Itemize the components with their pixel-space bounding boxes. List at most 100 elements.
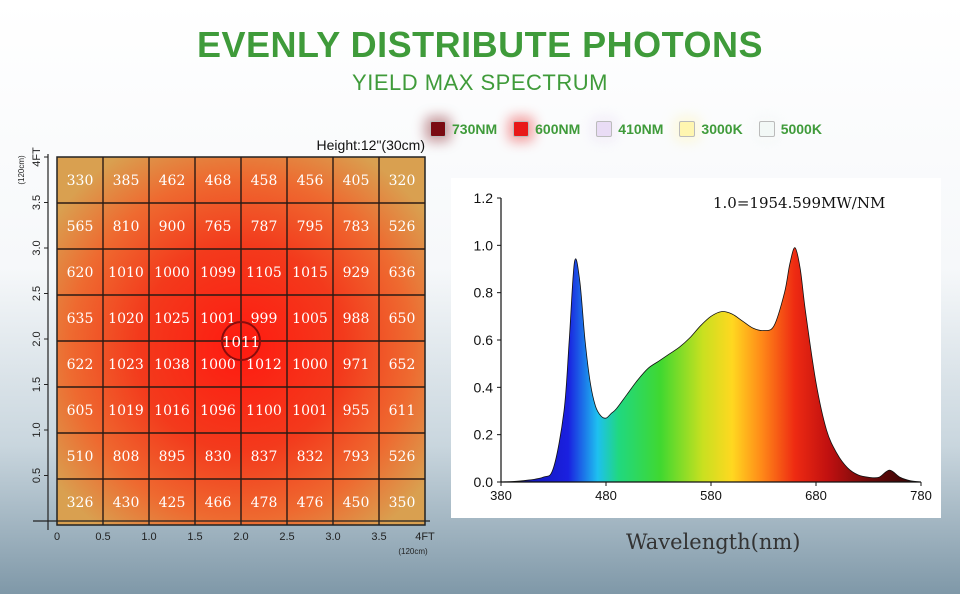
heatmap-cell-value: 793 [343,449,370,465]
spectrum-y-tick-label: 0.8 [474,285,494,301]
heatmap-y-tick-label: 4FT [31,147,43,167]
heatmap-cells: 330 385 462 468 458 456 405 320 565 810 900 765 787 7… [67,173,416,511]
heatmap-cell-value: 1105 [246,265,282,281]
heatmap-x-tick-label: 2.5 [279,531,294,543]
spectrum-y-tick-label: 0.6 [474,332,494,348]
heatmap-y-tick-label: 2.5 [31,286,43,301]
legend-label-410nm: 410NM [618,121,664,137]
spectrum-x-tick-label: 380 [490,488,512,503]
center-marker [221,321,261,361]
center-value: 1011 [222,333,260,351]
heatmap-cell-value: 458 [251,173,278,189]
heatmap-cell-value: 565 [67,219,94,235]
heatmap-y-tick-label: 3.0 [31,240,43,255]
legend-swatch-410nm [596,121,613,137]
heatmap-cell-value: 425 [159,495,186,511]
spectrum-y-tick-label: 1.0 [474,237,494,253]
heatmap-cell-value: 385 [113,173,140,189]
heatmap-gridlines [57,157,425,525]
heatmap-y-tick-label: 1.5 [31,377,43,392]
heatmap-cell-value: 622 [67,357,94,373]
legend-item-5000k: 5000K [758,121,822,137]
heatmap-cell-value: 795 [297,219,324,235]
heatmap-cell-value: 999 [251,311,278,327]
spectrum-panel: 1.0=1954.599MW/NM 380 480 580 680 780 0.0 0.2… [451,178,941,518]
heatmap-cell-value: 526 [389,449,416,465]
heatmap-cell-value: 330 [67,173,94,189]
heatmap-cell-value: 405 [343,173,370,189]
heatmap-cell-value: 636 [389,265,416,281]
heatmap-cell-value: 1099 [200,265,236,281]
legend-swatch-600nm [513,121,530,137]
spectrum-annotation: 1.0=1954.599MW/NM [713,194,885,212]
heatmap-cell-value: 830 [205,449,232,465]
heatmap-cell-value: 783 [343,219,370,235]
heatmap-cell-value: 1001 [292,403,328,419]
heatmap-cell-value: 456 [297,173,324,189]
heatmap-y-tick-label: 1.0 [31,422,43,437]
heatmap-x-tick-label: 0.5 [95,531,110,543]
heatmap-cell-value: 1025 [154,311,190,327]
heatmap-cell-value: 837 [251,449,278,465]
ppfd-heatmap: Height:12"(30cm) 330 385 462 468 458 456 405 32… [17,140,435,556]
spectrum-chart: 1.0=1954.599MW/NM 380 480 580 680 780 0.0 0.2… [474,190,932,503]
heatmap-cell-value: 787 [251,219,278,235]
spectrum-y-tick-label: 1.2 [474,190,494,206]
legend-swatch-3000k [679,121,696,137]
heatmap-cell-value: 652 [389,357,416,373]
spectrum-y-tick-label: 0.0 [474,474,494,490]
heatmap-cell-value: 430 [113,495,140,511]
heatmap-title: Height:12"(30cm) [317,140,425,153]
heatmap-cell-value: 526 [389,219,416,235]
heatmap-cell-value: 808 [113,449,140,465]
heatmap-cell-value: 1005 [292,311,328,327]
page-title: EVENLY DISTRIBUTE PHOTONS [197,24,763,65]
heatmap-cell-value: 971 [343,357,370,373]
legend-swatch-5000k [758,121,775,137]
heatmap-cell-value: 1000 [154,265,190,281]
heatmap-cell-value: 810 [113,219,140,235]
heatmap-cell-value: 462 [159,173,186,189]
heatmap-cell-value: 1010 [108,265,144,281]
spectrum-y-tick-label: 0.4 [474,379,494,395]
heatmap-cell-value: 326 [67,495,94,511]
heatmap-y-tick-label: 0.5 [31,468,43,483]
heatmap-cell-value: 988 [343,311,370,327]
heatmap-x-ticks: 0 0.5 1.0 1.5 2.0 2.5 3.0 3.5 4FT [54,521,435,543]
heatmap-cell-value: 955 [343,403,370,419]
heatmap-cell-value: 476 [297,495,324,511]
legend-label-600nm: 600NM [535,121,581,137]
heatmap-cell-value: 1012 [246,357,282,373]
spectrum-outline [500,247,922,483]
spectrum-x-label: Wavelength(nm) [626,530,801,554]
legend-label-5000k: 5000K [780,121,822,137]
heatmap-x-tick-label: 3.0 [325,531,340,543]
heatmap-cell-value: 1096 [200,403,236,419]
heatmap-y-unit: (120cm) [17,155,26,185]
heatmap-cell-value: 1020 [108,311,144,327]
heatmap-y-tick-label: 3.5 [31,195,43,210]
heatmap-cell-value: 895 [159,449,186,465]
heatmap-cell-value: 1000 [200,357,236,373]
heatmap-cell-value: 1019 [108,403,144,419]
legend-item-3000k: 3000K [679,121,743,137]
page-subtitle: YIELD MAX SPECTRUM [352,70,608,95]
heatmap-cell-value: 468 [205,173,232,189]
legend-item-410nm: 410NM [596,121,663,137]
heatmap-cell-value: 650 [389,311,416,327]
heatmap-cell-value: 1038 [154,357,190,373]
heatmap-cell-value: 510 [67,449,94,465]
heatmap-cell-value: 929 [343,265,370,281]
heatmap-cell-value: 611 [389,403,416,419]
heatmap-cell-value: 450 [343,495,370,511]
heatmap-x-unit: (120cm) [398,547,428,556]
legend-item-600nm: 600NM [513,121,580,137]
heatmap-cell-value: 1023 [108,357,144,373]
heatmap-y-ticks: 0.5 1.0 1.5 2.0 2.5 3.0 3.5 4FT [31,147,48,483]
heatmap-cell-value: 900 [159,219,186,235]
legend-label-730nm: 730NM [452,121,498,137]
heatmap-x-tick-label: 1.0 [141,531,156,543]
heatmap-cell-value: 635 [67,311,94,327]
spectrum-x-tick-label: 680 [805,488,827,503]
heatmap-x-tick-label: 1.5 [187,531,202,543]
